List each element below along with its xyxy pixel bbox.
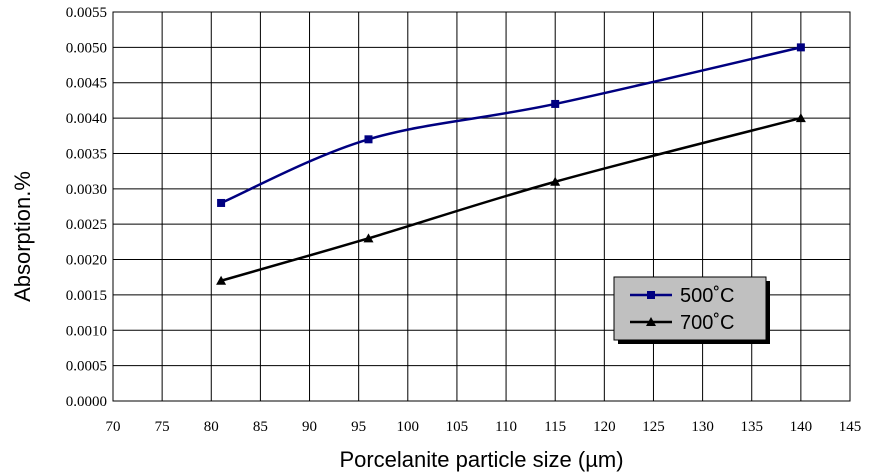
legend-label: 500˚C	[680, 285, 734, 307]
x-axis-title: Porcelanite particle size (µm)	[339, 447, 623, 472]
y-tick-label: 0.0035	[66, 146, 107, 162]
y-tick-label: 0.0030	[66, 182, 107, 198]
x-tick-label: 105	[446, 419, 469, 435]
x-tick-label: 130	[691, 419, 714, 435]
y-tick-label: 0.0010	[66, 323, 107, 339]
x-tick-label: 100	[397, 419, 420, 435]
legend-marker	[647, 291, 655, 299]
y-tick-label: 0.0040	[66, 111, 107, 127]
x-tick-label: 80	[204, 419, 219, 435]
data-point	[217, 198, 226, 207]
y-tick-label: 0.0045	[66, 76, 107, 92]
x-tick-label: 120	[593, 419, 616, 435]
x-tick-label: 90	[302, 419, 317, 435]
legend-marker	[646, 317, 656, 326]
series-line	[220, 116, 802, 282]
x-tick-label: 110	[495, 419, 517, 435]
y-tick-label: 0.0025	[66, 217, 107, 233]
y-tick-label: 0.0015	[66, 288, 107, 304]
y-tick-label: 0.0005	[66, 359, 107, 375]
x-tick-label: 95	[351, 419, 366, 435]
y-tick-label: 0.0050	[66, 40, 107, 56]
y-tick-label: 0.0020	[66, 253, 107, 269]
data-point	[363, 233, 374, 243]
plot-frame	[112, 11, 851, 402]
x-tick-label: 140	[790, 419, 813, 435]
legend-box	[613, 276, 767, 341]
legend: 500˚C 700˚C	[613, 276, 770, 344]
series-group	[216, 43, 806, 285]
data-point	[364, 135, 373, 144]
series-line	[220, 46, 802, 205]
legend-label: 700˚C	[680, 312, 734, 334]
data-point	[795, 113, 806, 123]
y-axis-title: Absorption.%	[10, 171, 35, 302]
y-tick-label: 0.0000	[66, 394, 107, 410]
legend-item: 700˚C	[630, 312, 734, 334]
x-tick-label: 75	[155, 419, 170, 435]
x-tick-label: 145	[839, 419, 862, 435]
series-1	[217, 43, 805, 207]
data-point	[551, 99, 560, 108]
data-point	[216, 275, 227, 285]
x-tick-label: 115	[544, 419, 566, 435]
x-tick-label: 85	[253, 419, 268, 435]
data-point	[550, 176, 561, 186]
x-tick-label: 125	[642, 419, 665, 435]
legend-item: 500˚C	[630, 285, 734, 307]
y-tick-label: 0.0055	[66, 5, 107, 21]
x-tick-label: 135	[740, 419, 763, 435]
x-axis-ticks: 70 75 80 85 90 95 100 105 110 115 120 125 130 135 140 1…	[106, 419, 862, 435]
y-axis-ticks: 0.0000 0.0005 0.0010 0.0015 0.0020 0.0025 0.00…	[66, 5, 107, 410]
series-2	[216, 113, 806, 285]
x-tick-label: 70	[106, 419, 121, 435]
data-point	[796, 43, 805, 52]
